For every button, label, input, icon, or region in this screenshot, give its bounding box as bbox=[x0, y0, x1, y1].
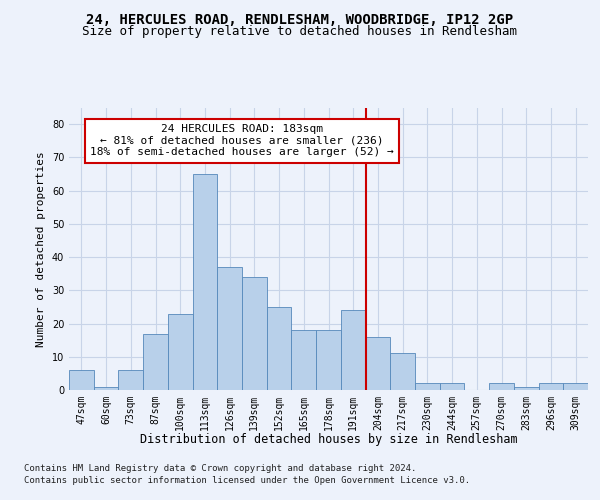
Text: Contains HM Land Registry data © Crown copyright and database right 2024.: Contains HM Land Registry data © Crown c… bbox=[24, 464, 416, 473]
Bar bbox=[415, 384, 440, 390]
Bar bbox=[563, 384, 588, 390]
Bar bbox=[168, 314, 193, 390]
Y-axis label: Number of detached properties: Number of detached properties bbox=[36, 151, 46, 346]
Bar bbox=[118, 370, 143, 390]
Bar bbox=[217, 267, 242, 390]
Bar bbox=[94, 386, 118, 390]
Bar bbox=[539, 384, 563, 390]
Bar bbox=[267, 307, 292, 390]
Bar bbox=[390, 354, 415, 390]
Bar bbox=[69, 370, 94, 390]
Bar bbox=[316, 330, 341, 390]
Text: Contains public sector information licensed under the Open Government Licence v3: Contains public sector information licen… bbox=[24, 476, 470, 485]
Bar bbox=[514, 386, 539, 390]
Bar bbox=[193, 174, 217, 390]
Bar bbox=[341, 310, 365, 390]
Bar bbox=[489, 384, 514, 390]
Bar bbox=[440, 384, 464, 390]
Bar bbox=[292, 330, 316, 390]
Bar bbox=[242, 277, 267, 390]
Text: 24 HERCULES ROAD: 183sqm
← 81% of detached houses are smaller (236)
18% of semi-: 24 HERCULES ROAD: 183sqm ← 81% of detach… bbox=[90, 124, 394, 158]
Text: Size of property relative to detached houses in Rendlesham: Size of property relative to detached ho… bbox=[83, 25, 517, 38]
Bar bbox=[143, 334, 168, 390]
Text: 24, HERCULES ROAD, RENDLESHAM, WOODBRIDGE, IP12 2GP: 24, HERCULES ROAD, RENDLESHAM, WOODBRIDG… bbox=[86, 12, 514, 26]
Bar bbox=[365, 337, 390, 390]
Text: Distribution of detached houses by size in Rendlesham: Distribution of detached houses by size … bbox=[140, 432, 518, 446]
